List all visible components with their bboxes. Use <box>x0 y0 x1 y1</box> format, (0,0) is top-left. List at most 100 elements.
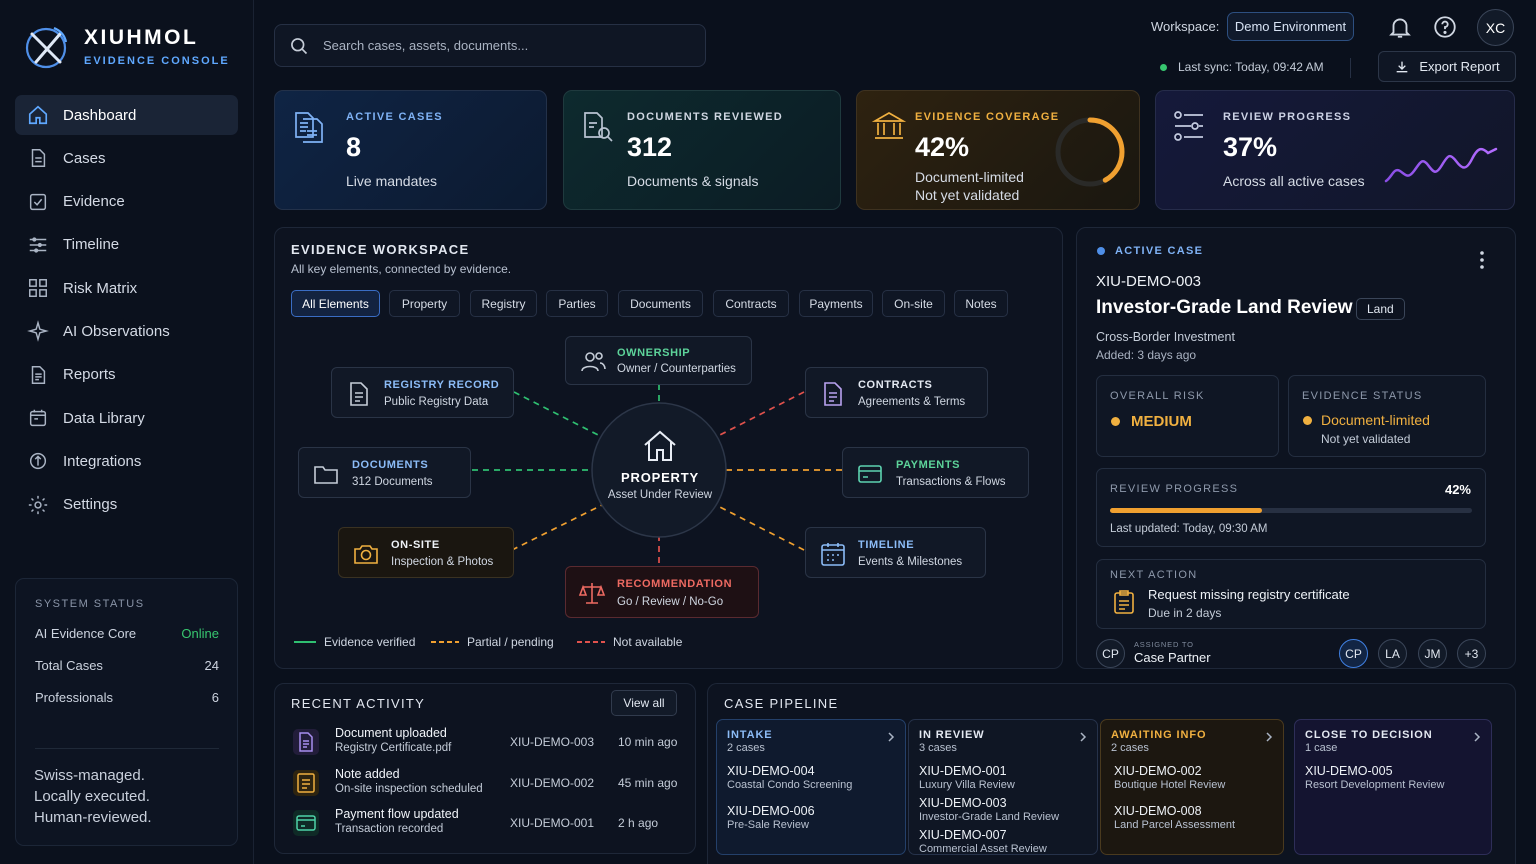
node-payments[interactable]: PAYMENTS Transactions & Flows <box>842 447 1029 498</box>
folder-icon <box>314 466 338 484</box>
node-title: OWNERSHIP <box>617 347 691 359</box>
activity-sub: Transaction recorded <box>335 823 444 835</box>
pipeline-item-id: XIU-DEMO-003 <box>919 796 1007 810</box>
evidence-status-label: EVIDENCE STATUS <box>1302 390 1423 402</box>
gear-icon <box>28 495 48 514</box>
tab-notes[interactable]: Notes <box>954 290 1008 317</box>
chevron-right-icon[interactable] <box>1077 731 1089 743</box>
node-contracts[interactable]: CONTRACTS Agreements & Terms <box>805 367 988 418</box>
tab-all-elements[interactable]: All Elements <box>291 290 380 317</box>
node-recommendation[interactable]: RECOMMENDATION Go / Review / No-Go <box>565 566 759 618</box>
property-node[interactable]: PROPERTY Asset Under Review <box>592 403 728 537</box>
tab-on-site[interactable]: On-site <box>882 290 945 317</box>
tab-property[interactable]: Property <box>389 290 460 317</box>
chevron-right-icon[interactable] <box>1471 731 1483 743</box>
nav-reports[interactable]: Reports <box>15 355 238 395</box>
camera-icon <box>354 545 378 564</box>
node-on-site[interactable]: ON-SITE Inspection & Photos <box>338 527 514 578</box>
node-timeline[interactable]: TIMELINE Events & Milestones <box>805 527 986 578</box>
pipeline-item[interactable]: XIU-DEMO-007 Commercial Asset Review <box>919 828 1047 854</box>
risk-label: OVERALL RISK <box>1110 390 1205 402</box>
status-value: 24 <box>204 658 219 673</box>
motto: Swiss-managed. Locally executed. Human-r… <box>34 765 152 828</box>
node-ownership[interactable]: OWNERSHIP Owner / Counterparties <box>565 336 752 385</box>
pipeline-item[interactable]: XIU-DEMO-001 Luxury Villa Review <box>919 764 1015 791</box>
pipeline-column-close-to-decision[interactable]: CLOSE TO DECISION 1 case XIU-DEMO-005 Res… <box>1294 719 1492 855</box>
pipeline-item[interactable]: XIU-DEMO-008 Land Parcel Assessment <box>1114 804 1235 831</box>
node-registry-record[interactable]: REGISTRY RECORD Public Registry Data <box>331 367 514 418</box>
activity-row[interactable]: Payment flow updated Transaction recorde… <box>290 807 682 845</box>
nav-data-library[interactable]: Data Library <box>15 398 238 438</box>
nav-ai-observations[interactable]: AI Observations <box>15 311 238 351</box>
nav-settings[interactable]: Settings <box>15 485 238 525</box>
tab-registry[interactable]: Registry <box>470 290 537 317</box>
help-icon[interactable] <box>1432 14 1458 40</box>
status-value-online: Online <box>181 626 219 641</box>
active-dot <box>1097 247 1105 255</box>
team-avatar-more[interactable]: +3 <box>1457 639 1486 668</box>
pipeline-item[interactable]: XIU-DEMO-005 Resort Development Review <box>1305 764 1444 791</box>
evidence-connections <box>472 362 842 567</box>
tab-payments[interactable]: Payments <box>799 290 873 317</box>
more-options-icon[interactable] <box>1470 248 1494 272</box>
pipeline-column-awaiting-info[interactable]: AWAITING INFO 2 cases XIU-DEMO-002 Boutiq… <box>1100 719 1284 855</box>
pipeline-item[interactable]: XIU-DEMO-002 Boutique Hotel Review <box>1114 764 1225 791</box>
nav-label: Cases <box>63 149 106 167</box>
node-documents[interactable]: DOCUMENTS 312 Documents <box>298 447 471 498</box>
evidence-status-sub: Not yet validated <box>1321 432 1411 446</box>
pipeline-item[interactable]: XIU-DEMO-003 Investor-Grade Land Review <box>919 796 1059 823</box>
column-name: AWAITING INFO <box>1111 729 1207 741</box>
bell-icon[interactable] <box>1387 14 1413 40</box>
nav-cases[interactable]: Cases <box>15 138 238 178</box>
kpi-sub: Across all active cases <box>1223 173 1365 189</box>
pipeline-column-intake[interactable]: INTAKE 2 cases XIU-DEMO-004 Coastal Condo… <box>716 719 906 855</box>
team-avatar-cp[interactable]: CP <box>1339 639 1368 668</box>
view-all-button[interactable]: View all <box>611 690 677 716</box>
kpi-documents-reviewed[interactable]: DOCUMENTS REVIEWED 312 Documents & signa… <box>563 90 841 210</box>
system-status-panel: SYSTEM STATUS AI Evidence Core Online To… <box>15 578 238 846</box>
workspace-selector[interactable]: Demo Environment <box>1227 12 1354 41</box>
team-avatar-jm[interactable]: JM <box>1418 639 1447 668</box>
kpi-active-cases[interactable]: ACTIVE CASES 8 Live mandates <box>274 90 547 210</box>
search-bar[interactable] <box>274 24 706 67</box>
nav-integrations[interactable]: Integrations <box>15 441 238 481</box>
tab-documents[interactable]: Documents <box>618 290 703 317</box>
document-search-icon <box>584 112 613 142</box>
assigned-avatar[interactable]: CP <box>1096 639 1125 668</box>
nav-timeline[interactable]: Timeline <box>15 225 238 265</box>
team-avatar-la[interactable]: LA <box>1378 639 1407 668</box>
nav-dashboard[interactable]: Dashboard <box>15 95 238 135</box>
search-input[interactable] <box>323 38 683 53</box>
divider <box>35 748 219 749</box>
user-avatar[interactable]: XC <box>1477 9 1514 46</box>
nav-label: Settings <box>63 496 118 514</box>
chevron-right-icon[interactable] <box>1263 731 1275 743</box>
tab-contracts[interactable]: Contracts <box>713 290 789 317</box>
tab-parties[interactable]: Parties <box>546 290 608 317</box>
export-report-button[interactable]: Export Report <box>1378 51 1516 82</box>
nav-risk-matrix[interactable]: Risk Matrix <box>15 268 238 308</box>
activity-case: XIU-DEMO-003 <box>510 735 595 749</box>
kpi-review-progress[interactable]: REVIEW PROGRESS 37% Across all active ca… <box>1155 90 1515 210</box>
chevron-right-icon[interactable] <box>885 731 897 743</box>
system-status-title: SYSTEM STATUS <box>35 598 145 610</box>
recent-activity-title: RECENT ACTIVITY <box>291 696 426 711</box>
activity-sub: Registry Certificate.pdf <box>335 742 452 754</box>
activity-time: 2 h ago <box>618 816 659 830</box>
activity-row[interactable]: Note added On-site inspection scheduled … <box>290 767 682 805</box>
next-action-card[interactable]: NEXT ACTION Request missing registry cer… <box>1096 559 1486 629</box>
node-sub: Owner / Counterparties <box>617 363 736 375</box>
pipeline-item[interactable]: XIU-DEMO-004 Coastal Condo Screening <box>727 764 852 791</box>
motto-line: Swiss-managed. <box>34 767 145 784</box>
pipeline-column-in-review[interactable]: IN REVIEW 3 cases XIU-DEMO-001 Luxury Vil… <box>908 719 1098 855</box>
pipeline-item-desc: Investor-Grade Land Review <box>919 811 1060 823</box>
nav-evidence[interactable]: Evidence <box>15 182 238 222</box>
calendar-icon <box>821 543 845 566</box>
status-row-professionals: Professionals 6 <box>35 690 219 705</box>
activity-row[interactable]: Document uploaded Registry Certificate.p… <box>290 726 682 764</box>
kpi-evidence-coverage[interactable]: EVIDENCE COVERAGE 42% Document-limited N… <box>856 90 1140 210</box>
kpi-sub: Document-limited Not yet validated <box>915 168 1024 204</box>
kpi-title: EVIDENCE COVERAGE <box>915 111 1060 123</box>
nav-label: Reports <box>63 366 116 384</box>
pipeline-item[interactable]: XIU-DEMO-006 Pre-Sale Review <box>727 804 815 831</box>
